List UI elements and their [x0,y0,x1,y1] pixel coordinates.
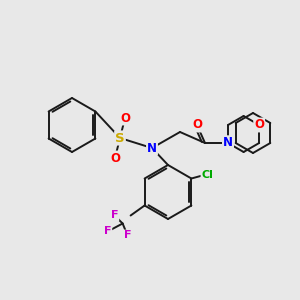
Text: F: F [124,230,131,241]
Text: F: F [111,211,118,220]
Text: N: N [147,142,157,154]
Text: O: O [254,118,264,131]
Text: O: O [192,118,202,131]
Text: Cl: Cl [201,170,213,181]
Text: N: N [223,136,233,149]
Text: S: S [115,131,125,145]
Text: F: F [104,226,111,236]
Text: N: N [223,136,233,149]
Text: O: O [110,152,120,164]
Text: O: O [120,112,130,124]
